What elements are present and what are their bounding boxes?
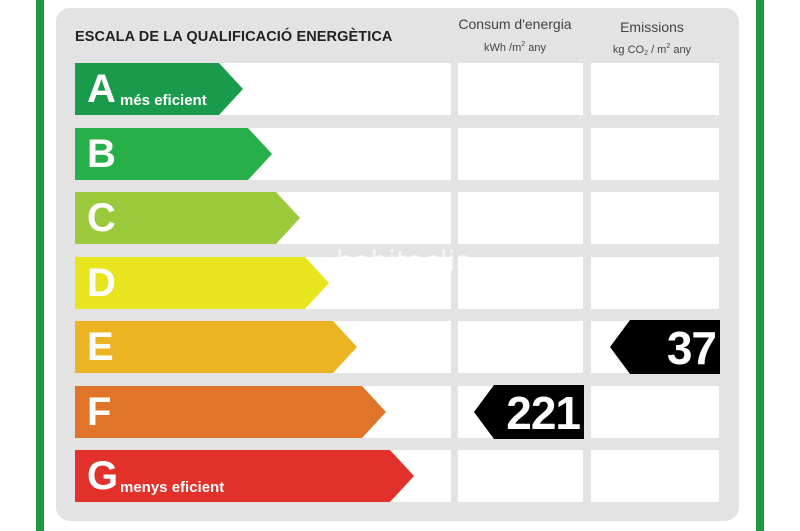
class-description: menys eficient	[120, 479, 225, 496]
consumption-cell	[458, 257, 583, 309]
emissions-unit: kg CO2 / m2 any	[612, 43, 692, 57]
emissions-column-header: Emissions kg CO2 / m2 any	[590, 19, 714, 61]
consumption-indicator-value: 221	[506, 387, 581, 439]
class-letter: C	[87, 196, 116, 240]
emissions-indicator: 37	[610, 320, 720, 374]
consumption-column-header: Consum d'energia kWh /m2 any	[455, 16, 575, 55]
consumption-cell	[458, 192, 583, 244]
emissions-cell	[591, 386, 719, 438]
frame-left-border	[36, 0, 44, 531]
class-arrow-e: E	[75, 321, 357, 373]
consumption-cell	[458, 450, 583, 502]
consumption-title: Consum d'energia	[458, 16, 572, 32]
class-letter: G	[87, 454, 119, 498]
class-arrow-c: C	[75, 192, 300, 244]
frame-right-border	[756, 0, 764, 531]
emissions-title: Emissions	[620, 19, 684, 35]
consumption-unit: kWh /m2 any	[484, 41, 546, 54]
consumption-indicator: 221	[474, 385, 584, 439]
class-letter: B	[87, 132, 116, 176]
emissions-cell	[591, 63, 719, 115]
emissions-indicator-value: 37	[666, 322, 717, 374]
class-arrow-b: B	[75, 128, 272, 180]
class-arrow-d: D	[75, 257, 329, 309]
emissions-cell	[591, 192, 719, 244]
consumption-cell	[458, 63, 583, 115]
emissions-cell	[591, 128, 719, 180]
emissions-cell	[591, 257, 719, 309]
scale-heading: ESCALA DE LA QUALIFICACIÓ ENERGÈTICA	[75, 29, 393, 45]
consumption-cell	[458, 128, 583, 180]
class-letter: A	[87, 67, 116, 111]
class-description: més eficient	[120, 92, 207, 109]
class-arrow-f: F	[75, 386, 386, 438]
class-letter: E	[87, 325, 114, 369]
watermark: habitaclia	[336, 246, 473, 277]
emissions-cell	[591, 450, 719, 502]
consumption-cell	[458, 321, 583, 373]
class-letter: F	[87, 390, 112, 434]
class-letter: D	[87, 261, 116, 305]
